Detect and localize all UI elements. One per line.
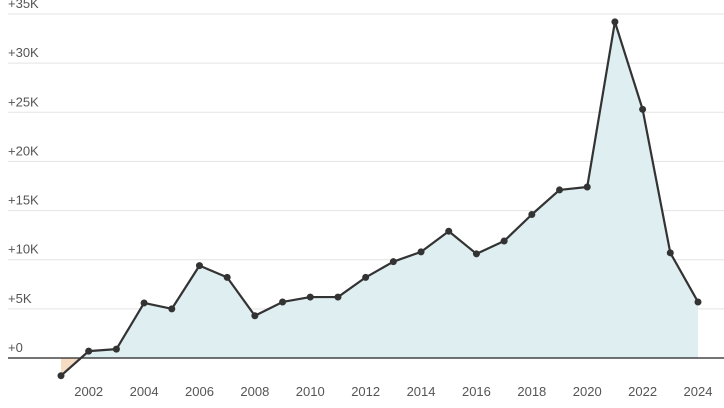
area-positive bbox=[61, 21, 698, 358]
x-tick-label: 2014 bbox=[407, 384, 436, 399]
point bbox=[445, 227, 453, 235]
point bbox=[195, 262, 203, 270]
point bbox=[85, 347, 93, 355]
point bbox=[334, 293, 342, 301]
y-tick-label: +30K bbox=[8, 45, 39, 60]
x-tick-label: 2006 bbox=[185, 384, 214, 399]
point bbox=[140, 299, 148, 307]
point bbox=[112, 345, 120, 353]
point bbox=[694, 298, 702, 306]
x-tick-label: 2016 bbox=[462, 384, 491, 399]
y-tick-label: +5K bbox=[8, 291, 32, 306]
x-tick-label: 2020 bbox=[573, 384, 602, 399]
point bbox=[639, 105, 647, 113]
point bbox=[306, 293, 314, 301]
x-tick-label: 2008 bbox=[240, 384, 269, 399]
x-tick-label: 2012 bbox=[351, 384, 380, 399]
point bbox=[528, 211, 536, 219]
point bbox=[500, 237, 508, 245]
point bbox=[472, 250, 480, 258]
x-tick-label: 2024 bbox=[684, 384, 713, 399]
y-tick-label: +15K bbox=[8, 193, 39, 208]
x-tick-label: 2018 bbox=[517, 384, 546, 399]
y-tick-label: +10K bbox=[8, 242, 39, 257]
x-tick-label: 2002 bbox=[74, 384, 103, 399]
point bbox=[556, 186, 564, 194]
point bbox=[223, 273, 231, 281]
point bbox=[417, 248, 425, 256]
y-tick-label: +25K bbox=[8, 94, 39, 109]
y-tick-label: +0 bbox=[8, 340, 23, 355]
point bbox=[583, 183, 591, 191]
point bbox=[251, 312, 259, 320]
point bbox=[362, 273, 370, 281]
point bbox=[168, 305, 176, 313]
y-tick-label: +20K bbox=[8, 143, 39, 158]
x-tick-label: 2004 bbox=[130, 384, 159, 399]
point bbox=[279, 298, 287, 306]
y-tick-label: +35K bbox=[8, 0, 39, 11]
point bbox=[666, 249, 674, 257]
x-tick-label: 2010 bbox=[296, 384, 325, 399]
point bbox=[611, 18, 619, 26]
point bbox=[57, 372, 65, 380]
point bbox=[389, 258, 397, 266]
x-tick-label: 2022 bbox=[628, 384, 657, 399]
line bbox=[60, 20, 699, 377]
